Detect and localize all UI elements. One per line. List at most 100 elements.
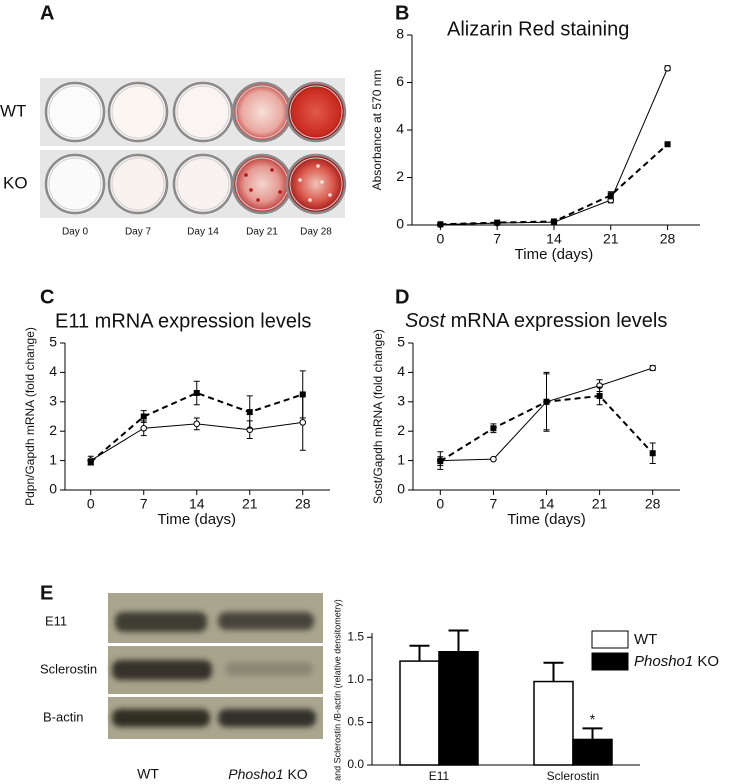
well-rim — [176, 85, 230, 139]
legend-label: Phosho1 KO — [634, 653, 719, 670]
marker — [140, 424, 148, 432]
plate-photo — [40, 78, 347, 218]
band — [112, 660, 212, 680]
well-rim — [48, 157, 102, 211]
line — [90, 391, 304, 463]
x-tick-label: 28 — [660, 231, 676, 247]
band-label: E11 — [45, 613, 67, 628]
y-tick-label: 6 — [396, 73, 404, 89]
y-axis-label: E11 and Sclerostin /B-actin (relative de… — [332, 599, 342, 784]
x-tick-label: E11 — [429, 769, 450, 783]
y-axis-label: Sost/Gapdh mRNA (fold change) — [371, 329, 385, 504]
spot — [249, 188, 253, 192]
row-label: KO — [3, 173, 28, 192]
x-tick-label: 14 — [546, 231, 562, 247]
annotation: * — [590, 711, 596, 727]
x-tick-label: 7 — [490, 496, 498, 512]
x-tick-label: Sclerostin — [547, 769, 600, 783]
y-tick-label: 2 — [397, 422, 405, 438]
spot — [278, 190, 282, 194]
well — [44, 81, 106, 143]
lane-label: Phosho1 KO — [228, 766, 308, 782]
well — [107, 153, 169, 215]
x-tick-label: 0 — [436, 496, 444, 512]
y-tick-label: 5 — [397, 334, 405, 350]
x-tick-label: 21 — [603, 231, 619, 247]
panel-label: D — [395, 286, 409, 308]
y-tick-label: 0.5 — [347, 715, 364, 729]
y-tick-label: 1.0 — [347, 672, 364, 686]
marker — [649, 450, 656, 457]
panel-label: C — [40, 286, 54, 308]
spot — [308, 198, 312, 202]
marker — [490, 455, 497, 463]
marker — [543, 398, 550, 405]
day-label: Day 21 — [246, 227, 278, 238]
well — [231, 81, 293, 143]
band-label: Sclerostin — [40, 661, 97, 676]
band — [115, 612, 207, 632]
x-tick-label: 28 — [295, 496, 311, 512]
panel-label: E — [40, 582, 53, 604]
marker — [664, 141, 671, 148]
x-tick-label: 0 — [436, 231, 444, 247]
legend-label: WT — [634, 631, 657, 648]
marker — [437, 458, 444, 465]
well — [172, 81, 234, 143]
marker — [437, 221, 444, 228]
x-tick-label: 7 — [493, 231, 501, 247]
spot — [244, 173, 248, 177]
marker — [596, 392, 603, 399]
panel-label: B — [395, 2, 409, 24]
spot — [316, 164, 320, 168]
y-tick-label: 5 — [49, 334, 57, 350]
spot — [270, 168, 274, 172]
bar — [533, 680, 574, 766]
marker — [607, 192, 614, 199]
chart-title: E11 mRNA expression levels — [55, 310, 311, 332]
bar — [438, 650, 479, 766]
x-axis-label: Time (days) — [507, 511, 586, 528]
well-rim — [176, 157, 230, 211]
band — [225, 662, 313, 676]
error-bar — [448, 629, 469, 652]
y-tick-label: 2 — [396, 168, 404, 184]
spot — [320, 180, 324, 184]
marker — [87, 459, 94, 466]
spot — [256, 198, 260, 202]
western-blot — [108, 593, 323, 739]
y-tick-label: 2 — [49, 422, 57, 438]
well-rim — [289, 85, 343, 139]
well — [172, 153, 234, 215]
chart-title: Sost mRNA expression levels — [405, 310, 667, 332]
bar — [399, 660, 440, 766]
y-tick-label: 1 — [49, 451, 57, 467]
well-rim — [48, 85, 102, 139]
marker — [299, 391, 306, 398]
well — [107, 81, 169, 143]
y-tick-label: 4 — [397, 363, 405, 379]
marker — [649, 364, 656, 372]
y-tick-label: 1 — [397, 451, 405, 467]
marker — [193, 389, 200, 396]
band — [218, 612, 314, 630]
marker — [299, 419, 307, 426]
y-tick-label: 0 — [49, 481, 57, 497]
panel-label: A — [40, 2, 54, 24]
marker — [550, 218, 557, 225]
well — [231, 153, 293, 215]
y-tick-label: 3 — [397, 393, 405, 409]
x-tick-label: 14 — [189, 496, 205, 512]
well — [285, 153, 347, 215]
legend-swatch — [591, 630, 629, 649]
y-tick-label: 8 — [396, 26, 404, 42]
y-tick-label: 0 — [396, 216, 404, 232]
marker — [664, 64, 671, 72]
y-axis-label: Pdpn/Gapdh mRNA (fold change) — [23, 327, 37, 506]
day-label: Day 0 — [62, 227, 89, 238]
well — [44, 153, 106, 215]
x-tick-label: 0 — [87, 496, 95, 512]
y-axis-label: Absorbance at 570 nm — [370, 70, 384, 191]
band-label: B-actin — [43, 709, 83, 724]
